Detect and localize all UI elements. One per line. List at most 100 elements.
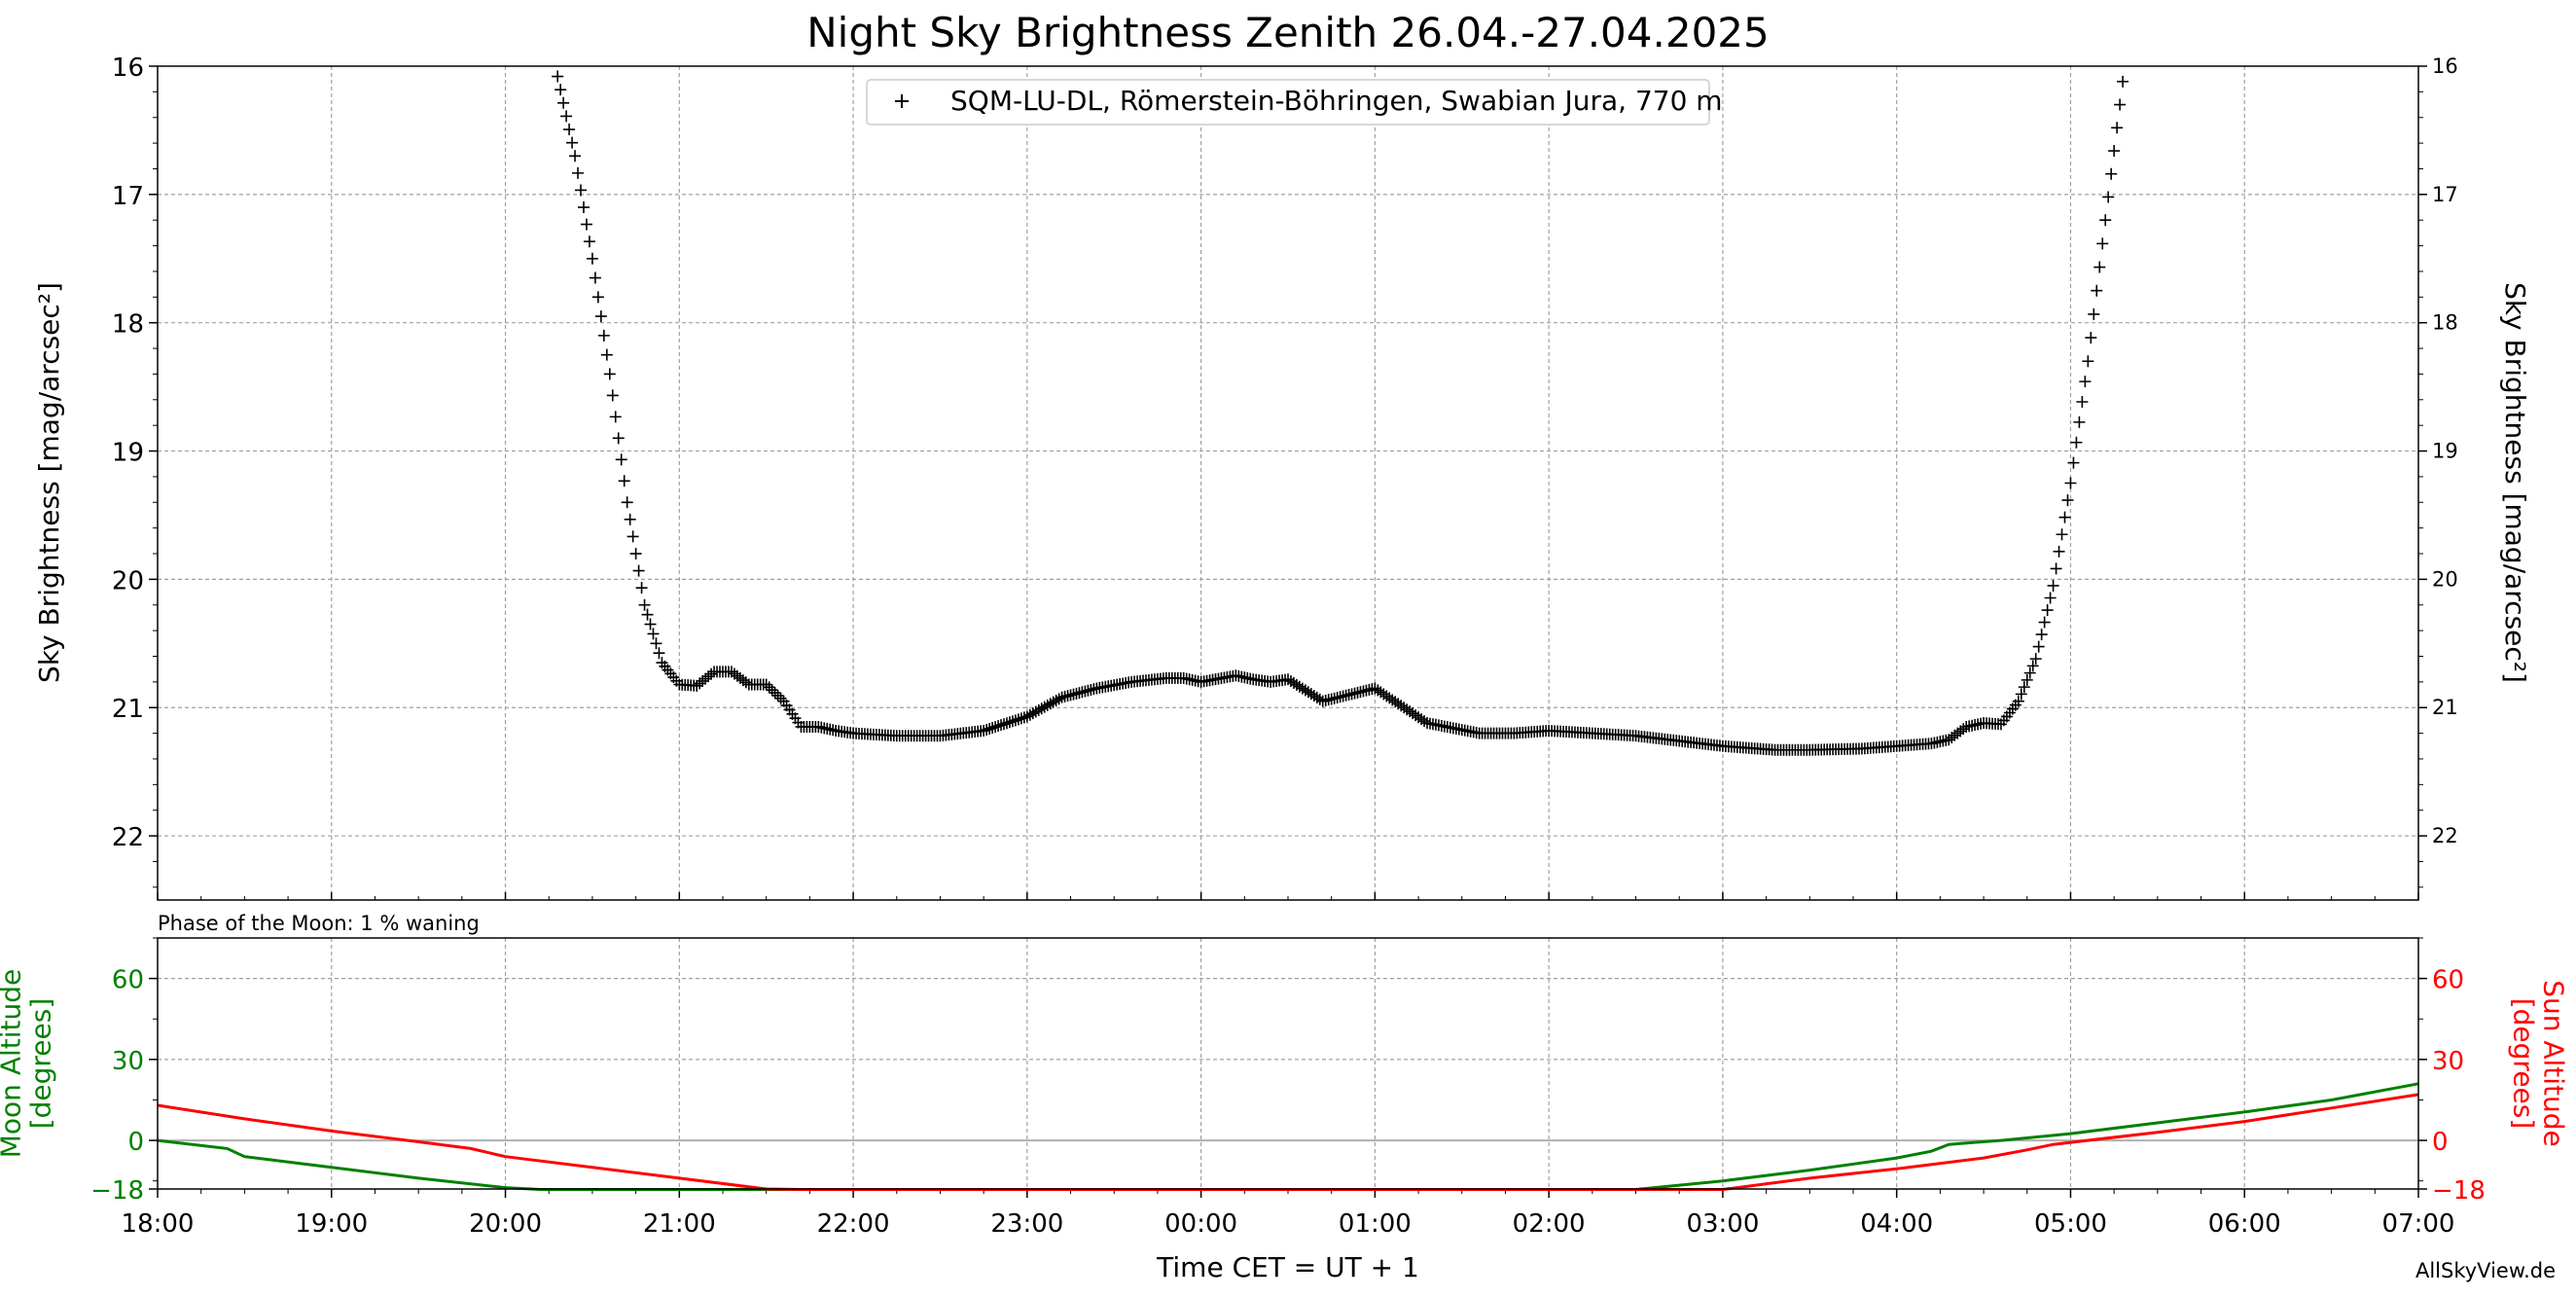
- brightness-point: [589, 271, 601, 284]
- brightness-point: [647, 628, 660, 640]
- brightness-point: [2029, 653, 2042, 666]
- y-tick-label-right: 19: [2432, 440, 2458, 463]
- brightness-point: [2088, 307, 2100, 320]
- moon-altitude-line: [157, 1082, 2419, 1191]
- brightness-point: [1000, 717, 1013, 730]
- y-tick-label-left: 22: [112, 823, 144, 852]
- altitude-plot-frame: [157, 937, 2419, 1190]
- brightness-point: [1009, 714, 1021, 727]
- brightness-point: [597, 329, 610, 342]
- moon-y-tick-label: 60: [112, 966, 144, 995]
- brightness-point: [1018, 711, 1030, 724]
- grid-bottom: [158, 938, 2418, 1189]
- brightness-point: [2047, 579, 2059, 592]
- brightness-point: [575, 184, 588, 197]
- brightness-point: [2085, 332, 2097, 344]
- brightness-point: [2035, 629, 2048, 641]
- brightness-point: [612, 432, 625, 445]
- y-tick-label-right: 20: [2432, 567, 2458, 591]
- legend-marker: [895, 94, 909, 108]
- brightness-point: [2018, 681, 2030, 694]
- x-axis-label: Time CET = UT + 1: [1156, 1251, 1419, 1283]
- grid-top: [158, 66, 2418, 900]
- brightness-point: [760, 678, 772, 691]
- brightness-point: [2111, 122, 2124, 134]
- legend: SQM-LU-DL, Römerstein-Böhringen, Swabian…: [866, 79, 1723, 126]
- x-tick-label: 22:00: [817, 1209, 890, 1239]
- brightness-point: [705, 667, 718, 680]
- y-axis-label-right: Sky Brightness [mag/arcsec²]: [2499, 282, 2531, 683]
- legend-box: [866, 79, 1710, 126]
- brightness-plot-frame: [157, 65, 2419, 901]
- brightness-point: [600, 348, 613, 361]
- x-tick-label: 04:00: [1860, 1209, 1933, 1239]
- brightness-point: [621, 496, 633, 509]
- moon-axis-label: Moon Altitude[degrees]: [0, 969, 56, 1158]
- brightness-point: [594, 310, 607, 323]
- brightness-point: [606, 389, 619, 402]
- y-tick-label-left: 18: [112, 310, 144, 340]
- ticks-top: 16 16 17 17 18 18 19 19 20 20 21 21 22 22: [112, 54, 2458, 900]
- sun-altitude-line: [157, 1093, 2419, 1191]
- brightness-point: [2032, 640, 2045, 653]
- brightness-point: [577, 201, 590, 214]
- moon-phase-text: Phase of the Moon: 1 % waning: [158, 912, 480, 935]
- brightness-point: [2105, 167, 2118, 180]
- legend-label: SQM-LU-DL, Römerstein-Böhringen, Swabian…: [950, 85, 1723, 117]
- brightness-point: [591, 291, 604, 304]
- brightness-point: [2026, 660, 2039, 672]
- brightness-point: [981, 723, 993, 736]
- brightness-point: [650, 637, 662, 650]
- brightness-panel: 16 16 17 17 18 18 19 19 20 20 21 21 22 22 Sky Brightn…: [33, 54, 2531, 901]
- sun-y-tick-label: 30: [2432, 1047, 2464, 1076]
- brightness-point: [2044, 592, 2057, 604]
- y-tick-label-left: 20: [112, 566, 144, 595]
- moon-y-tick-label: 30: [112, 1047, 144, 1076]
- x-tick-label: 06:00: [2208, 1209, 2281, 1239]
- brightness-point: [2076, 395, 2089, 408]
- brightness-point: [552, 70, 564, 83]
- y-tick-label-right: 18: [2432, 311, 2458, 335]
- brightness-point: [1015, 712, 1027, 725]
- y-tick-label-left: 17: [112, 182, 144, 211]
- x-tick-label: 21:00: [643, 1209, 716, 1239]
- brightness-point: [557, 96, 570, 109]
- brightness-point: [1006, 715, 1019, 728]
- brightness-point: [572, 166, 585, 179]
- brightness-point: [560, 110, 573, 123]
- axis-label-line: Sun Altitude: [2537, 980, 2569, 1147]
- brightness-point: [763, 681, 775, 694]
- brightness-point: [774, 692, 787, 704]
- brightness-points: [552, 70, 2129, 756]
- brightness-point: [563, 124, 576, 136]
- sun-y-tick-label: −18: [2432, 1176, 2486, 1206]
- brightness-point: [2015, 688, 2027, 701]
- axis-label-line: [degrees]: [24, 998, 56, 1130]
- brightness-point: [2061, 494, 2074, 507]
- brightness-point: [2023, 667, 2036, 679]
- x-tick-label: 19:00: [295, 1209, 368, 1239]
- brightness-point: [569, 150, 582, 162]
- brightness-point: [618, 475, 630, 487]
- brightness-point: [653, 647, 665, 660]
- brightness-point: [769, 687, 781, 700]
- brightness-point: [586, 252, 598, 265]
- brightness-point: [580, 218, 592, 231]
- sun-y-tick-label: 0: [2432, 1128, 2449, 1157]
- sun-y-tick-label: 60: [2432, 966, 2464, 995]
- brightness-point: [992, 720, 1005, 733]
- brightness-point: [702, 670, 715, 683]
- x-tick-label: 05:00: [2034, 1209, 2107, 1239]
- moon-y-tick-label: −18: [90, 1176, 144, 1206]
- x-tick-label: 23:00: [990, 1209, 1063, 1239]
- brightness-point: [626, 530, 639, 543]
- brightness-point: [2096, 237, 2109, 250]
- brightness-point: [2079, 376, 2092, 388]
- y-tick-label-right: 17: [2432, 183, 2458, 206]
- brightness-point: [2053, 545, 2065, 558]
- brightness-point: [641, 608, 654, 621]
- x-tick-label: 18:00: [122, 1209, 195, 1239]
- brightness-point: [995, 719, 1008, 732]
- brightness-point: [2041, 604, 2054, 617]
